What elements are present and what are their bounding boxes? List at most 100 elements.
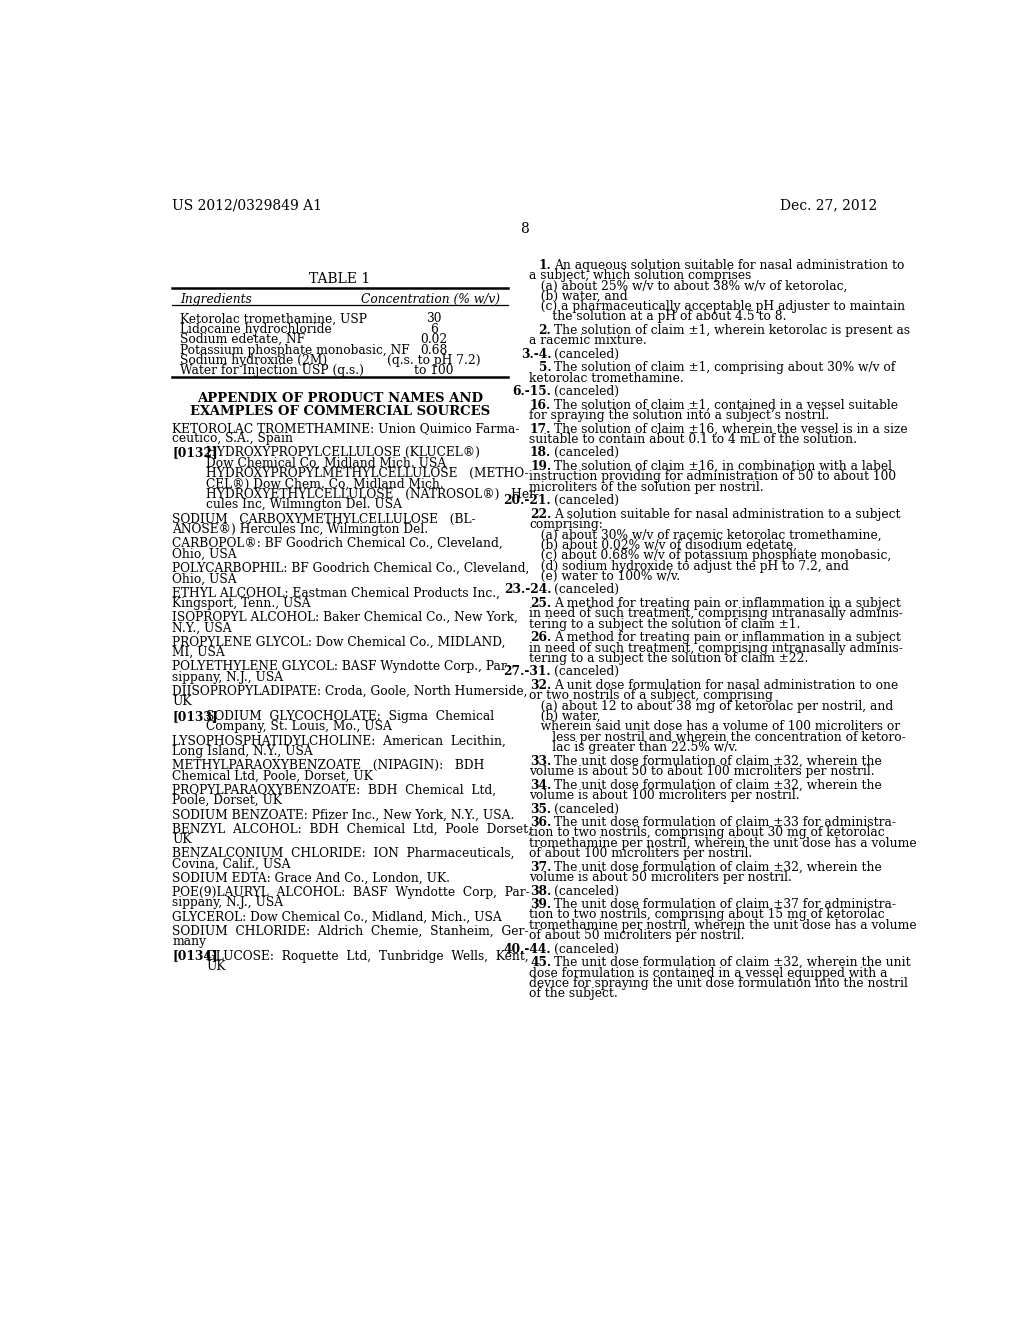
Text: KETOROLAC TROMETHAMINE: Union Quimico Farma-: KETOROLAC TROMETHAMINE: Union Quimico Fa… <box>172 422 519 434</box>
Text: 38.: 38. <box>529 884 551 898</box>
Text: a subject, which solution comprises: a subject, which solution comprises <box>529 269 752 282</box>
Text: Concentration (% w/v): Concentration (% w/v) <box>361 293 500 306</box>
Text: ISOPROPYL ALCOHOL: Baker Chemical Co., New York,: ISOPROPYL ALCOHOL: Baker Chemical Co., N… <box>172 611 518 624</box>
Text: Lidocaine hydrochloride: Lidocaine hydrochloride <box>180 323 332 335</box>
Text: Kingsport, Tenn., USA: Kingsport, Tenn., USA <box>172 597 311 610</box>
Text: [0132]: [0132] <box>172 446 218 459</box>
Text: UK: UK <box>206 960 225 973</box>
Text: 18.: 18. <box>529 446 551 459</box>
Text: 1.: 1. <box>539 259 551 272</box>
Text: Dec. 27, 2012: Dec. 27, 2012 <box>780 198 878 213</box>
Text: PROPYLENE GLYCOL: Dow Chemical Co., MIDLAND,: PROPYLENE GLYCOL: Dow Chemical Co., MIDL… <box>172 636 506 649</box>
Text: POLYETHYLENE GLYCOL: BASF Wyndotte Corp., Par-: POLYETHYLENE GLYCOL: BASF Wyndotte Corp.… <box>172 660 511 673</box>
Text: APPENDIX OF PRODUCT NAMES AND: APPENDIX OF PRODUCT NAMES AND <box>197 392 483 405</box>
Text: cules Inc, Wilmington Del. USA: cules Inc, Wilmington Del. USA <box>206 499 402 511</box>
Text: BENZYL  ALCOHOL:  BDH  Chemical  Ltd,  Poole  Dorset,: BENZYL ALCOHOL: BDH Chemical Ltd, Poole … <box>172 822 532 836</box>
Text: Water for Injection USP (q.s.): Water for Injection USP (q.s.) <box>180 364 364 378</box>
Text: of about 100 microliters per nostril.: of about 100 microliters per nostril. <box>529 847 753 861</box>
Text: 19.: 19. <box>530 459 551 473</box>
Text: of about 50 microliters per nostril.: of about 50 microliters per nostril. <box>529 929 744 942</box>
Text: Covina, Calif., USA: Covina, Calif., USA <box>172 858 291 871</box>
Text: 25.: 25. <box>530 597 551 610</box>
Text: CEL®) Dow Chem. Co, Midland Mich.: CEL®) Dow Chem. Co, Midland Mich. <box>206 478 444 491</box>
Text: GLUCOSE:  Roquette  Ltd,  Tunbridge  Wells,  Kent,: GLUCOSE: Roquette Ltd, Tunbridge Wells, … <box>206 949 529 962</box>
Text: 26.: 26. <box>529 631 551 644</box>
Text: 39.: 39. <box>530 898 551 911</box>
Text: (canceled): (canceled) <box>554 884 620 898</box>
Text: (e) water to 100% w/v.: (e) water to 100% w/v. <box>529 570 681 583</box>
Text: tering to a subject the solution of claim ±1.: tering to a subject the solution of clai… <box>529 618 801 631</box>
Text: The solution of claim ±16, in combination with a label: The solution of claim ±16, in combinatio… <box>554 459 892 473</box>
Text: (canceled): (canceled) <box>554 494 620 507</box>
Text: A method for treating pain or inflammation in a subject: A method for treating pain or inflammati… <box>554 631 901 644</box>
Text: 17.: 17. <box>529 422 551 436</box>
Text: N.Y., USA: N.Y., USA <box>172 622 231 635</box>
Text: volume is about 50 microliters per nostril.: volume is about 50 microliters per nostr… <box>529 871 793 884</box>
Text: An aqueous solution suitable for nasal administration to: An aqueous solution suitable for nasal a… <box>554 259 904 272</box>
Text: tion to two nostrils, comprising about 15 mg of ketorolac: tion to two nostrils, comprising about 1… <box>529 908 885 921</box>
Text: Potassium phosphate monobasic, NF: Potassium phosphate monobasic, NF <box>180 343 410 356</box>
Text: for spraying the solution into a subject’s nostril.: for spraying the solution into a subject… <box>529 409 829 422</box>
Text: 22.: 22. <box>529 508 551 520</box>
Text: dose formulation is contained in a vessel equipped with a: dose formulation is contained in a vesse… <box>529 966 888 979</box>
Text: volume is about 50 to about 100 microliters per nostril.: volume is about 50 to about 100 microlit… <box>529 766 876 779</box>
Text: SODIUM  GLYCOCHOLATE:  Sigma  Chemical: SODIUM GLYCOCHOLATE: Sigma Chemical <box>206 710 495 723</box>
Text: The solution of claim ±1, wherein ketorolac is present as: The solution of claim ±1, wherein ketoro… <box>554 323 910 337</box>
Text: a racemic mixture.: a racemic mixture. <box>529 334 647 347</box>
Text: (c) a pharmaceutically acceptable pH adjuster to maintain: (c) a pharmaceutically acceptable pH adj… <box>529 300 905 313</box>
Text: METHYLPARAOXYBENZOATE   (NIPAGIN):   BDH: METHYLPARAOXYBENZOATE (NIPAGIN): BDH <box>172 759 484 772</box>
Text: HYDROXYPROPYLMETHYLCELLULOSE   (METHO-: HYDROXYPROPYLMETHYLCELLULOSE (METHO- <box>206 467 529 480</box>
Text: 0.02: 0.02 <box>421 333 447 346</box>
Text: 16.: 16. <box>529 399 551 412</box>
Text: POLYCARBOPHIL: BF Goodrich Chemical Co., Cleveland,: POLYCARBOPHIL: BF Goodrich Chemical Co.,… <box>172 562 529 576</box>
Text: 0.68: 0.68 <box>421 343 447 356</box>
Text: volume is about 100 microliters per nostril.: volume is about 100 microliters per nost… <box>529 789 800 803</box>
Text: 20.-21.: 20.-21. <box>504 494 551 507</box>
Text: lac is greater than 22.5% w/v.: lac is greater than 22.5% w/v. <box>529 742 738 754</box>
Text: (canceled): (canceled) <box>554 348 620 360</box>
Text: 5.: 5. <box>539 362 551 375</box>
Text: POE(9)LAURYL  ALCOHOL:  BASF  Wyndotte  Corp,  Par-: POE(9)LAURYL ALCOHOL: BASF Wyndotte Corp… <box>172 886 530 899</box>
Text: (c) about 0.68% w/v of potassium phosphate monobasic,: (c) about 0.68% w/v of potassium phospha… <box>529 549 892 562</box>
Text: in need of such treatment, comprising intranasally adminis-: in need of such treatment, comprising in… <box>529 642 903 655</box>
Text: wherein said unit dose has a volume of 100 microliters or: wherein said unit dose has a volume of 1… <box>529 721 900 734</box>
Text: CARBOPOL®: BF Goodrich Chemical Co., Cleveland,: CARBOPOL®: BF Goodrich Chemical Co., Cle… <box>172 537 503 550</box>
Text: 8: 8 <box>520 222 529 235</box>
Text: (b) water, and: (b) water, and <box>529 289 628 302</box>
Text: A unit dose formulation for nasal administration to one: A unit dose formulation for nasal admini… <box>554 678 898 692</box>
Text: Chemical Ltd, Poole, Dorset, UK: Chemical Ltd, Poole, Dorset, UK <box>172 770 373 783</box>
Text: sippany, N.J., USA: sippany, N.J., USA <box>172 896 284 909</box>
Text: The unit dose formulation of claim ±37 for administra-: The unit dose formulation of claim ±37 f… <box>554 898 896 911</box>
Text: HYDROXYPROPYLCELLULOSE (KLUCEL®): HYDROXYPROPYLCELLULOSE (KLUCEL®) <box>206 446 480 459</box>
Text: 6.-15.: 6.-15. <box>512 385 551 399</box>
Text: Poole, Dorset, UK: Poole, Dorset, UK <box>172 795 283 807</box>
Text: 35.: 35. <box>530 803 551 816</box>
Text: 33.: 33. <box>529 755 551 768</box>
Text: tromethamine per nostril, wherein the unit dose has a volume: tromethamine per nostril, wherein the un… <box>529 919 918 932</box>
Text: 6: 6 <box>430 323 438 335</box>
Text: (b) about 0.02% w/v of disodium edetate,: (b) about 0.02% w/v of disodium edetate, <box>529 539 798 552</box>
Text: of the subject.: of the subject. <box>529 987 618 1001</box>
Text: The unit dose formulation of claim ±32, wherein the: The unit dose formulation of claim ±32, … <box>554 779 882 792</box>
Text: SODIUM  CHLORIDE:  Aldrich  Chemie,  Stanheim,  Ger-: SODIUM CHLORIDE: Aldrich Chemie, Stanhei… <box>172 925 528 939</box>
Text: ANOSE®) Hercules Inc, Wilmington Del.: ANOSE®) Hercules Inc, Wilmington Del. <box>172 523 428 536</box>
Text: 37.: 37. <box>529 861 551 874</box>
Text: [0134]: [0134] <box>172 949 218 962</box>
Text: microliters of the solution per nostril.: microliters of the solution per nostril. <box>529 480 764 494</box>
Text: Long Island, N.Y., USA: Long Island, N.Y., USA <box>172 744 313 758</box>
Text: (a) about 25% w/v to about 38% w/v of ketorolac,: (a) about 25% w/v to about 38% w/v of ke… <box>529 280 848 292</box>
Text: Dow Chemical Co, Midland Mich. USA: Dow Chemical Co, Midland Mich. USA <box>206 457 446 470</box>
Text: 2.: 2. <box>539 323 551 337</box>
Text: Ingredients: Ingredients <box>180 293 252 306</box>
Text: UK: UK <box>172 833 191 846</box>
Text: 40.-44.: 40.-44. <box>504 942 551 956</box>
Text: SODIUM EDTA: Grace And Co., London, UK.: SODIUM EDTA: Grace And Co., London, UK. <box>172 871 451 884</box>
Text: [0133]: [0133] <box>172 710 218 723</box>
Text: Ohio, USA: Ohio, USA <box>172 548 237 561</box>
Text: the solution at a pH of about 4.5 to 8.: the solution at a pH of about 4.5 to 8. <box>529 310 787 323</box>
Text: (canceled): (canceled) <box>554 665 620 678</box>
Text: tromethamine per nostril, wherein the unit dose has a volume: tromethamine per nostril, wherein the un… <box>529 837 918 850</box>
Text: (b) water,: (b) water, <box>529 710 601 723</box>
Text: Ketorolac tromethamine, USP: Ketorolac tromethamine, USP <box>180 313 367 326</box>
Text: 30: 30 <box>426 313 442 326</box>
